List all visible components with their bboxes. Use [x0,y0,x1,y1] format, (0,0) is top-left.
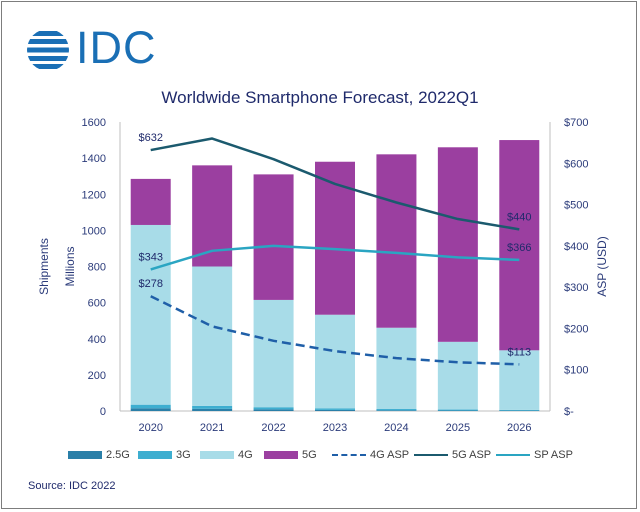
x-tick-label: 2020 [138,422,162,434]
y-left-axis-subtitle: Millions [63,246,77,286]
data-label: $278 [138,278,162,290]
legend-item-4g-asp: 4G ASP [332,447,409,463]
y-left-tick-label: 0 [100,406,106,418]
bar-3g-2026 [499,409,540,411]
bar-3g-2020 [130,404,171,409]
bar-4g-2020 [130,224,171,405]
y-left-axis-title: Shipments [37,238,51,295]
legend-label: 3G [176,449,191,461]
bar-5g-2025 [437,147,478,342]
idc-logo: IDC [26,22,166,76]
legend-label: 4G [238,449,253,461]
bar-5g-2022 [253,174,294,300]
legend-item-sp-asp: SP ASP [496,447,573,463]
data-label: $632 [138,132,162,144]
y-left-tick-label: 400 [88,334,106,346]
y-right-axis-title: ASP (USD) [595,236,609,296]
bar-4g-2025 [437,341,478,410]
bar-4g-2021 [192,266,233,406]
legend-label: 2.5G [106,449,130,461]
x-tick-label: 2026 [507,422,531,434]
bar-4g-2026 [499,350,540,410]
data-label: $366 [507,242,531,254]
legend-swatch [332,454,366,456]
bar-4g-2022 [253,299,294,408]
bar-2-5g-2024 [376,410,417,411]
legend-label: SP ASP [534,449,573,461]
legend-label: 5G [302,449,317,461]
bar-3g-2024 [376,409,417,411]
y-left-tick-label: 600 [88,298,106,310]
y-left-tick-label: 1000 [82,225,106,237]
y-right-tick-label: $- [564,406,574,418]
legend-swatch [496,454,530,456]
data-label: $440 [507,211,531,223]
legend-item-4g: 4G [200,447,253,463]
bar-2-5g-2021 [192,408,233,411]
y-right-tick-label: $500 [564,200,588,212]
bar-2-5g-2020 [130,408,171,411]
y-left-tick-label: 200 [88,370,106,382]
x-tick-label: 2021 [200,422,224,434]
y-right-tick-label: $400 [564,241,588,253]
y-left-tick-label: 1600 [82,117,106,129]
bar-3g-2022 [253,407,294,410]
y-left-tick-label: 1200 [82,189,106,201]
legend-swatch [200,451,234,459]
bar-5g-2024 [376,154,417,328]
logo-text: IDC [76,22,157,73]
bar-5g-2020 [130,178,171,225]
x-tick-label: 2025 [446,422,470,434]
legend-swatch [68,451,102,459]
line-5g-asp [150,137,520,231]
legend-swatch [138,451,172,459]
bar-3g-2021 [192,405,233,409]
y-right-tick-label: $600 [564,158,588,170]
legend-swatch [414,454,448,456]
legend-item-5g-asp: 5G ASP [414,447,491,463]
x-tick-label: 2022 [261,422,285,434]
legend-item-3g: 3G [138,447,191,463]
data-label: $113 [507,346,531,358]
bar-4g-2023 [315,314,355,409]
y-left-tick-label: 1400 [82,153,106,165]
source-note: Source: IDC 2022 [28,480,116,492]
bar-4g-2024 [376,327,417,410]
bar-2-5g-2022 [253,409,294,411]
y-right-tick-label: $300 [564,282,588,294]
chart-title: Worldwide Smartphone Forecast, 2022Q1 [161,88,479,107]
y-right-tick-label: $700 [564,117,588,129]
globe-icon [27,31,69,69]
legend-item-5g: 5G [264,447,317,463]
x-tick-label: 2023 [323,422,347,434]
bar-3g-2023 [315,408,355,410]
legend-swatch [264,451,298,459]
bar-2-5g-2023 [315,409,355,411]
line-sp-asp [150,244,520,271]
bar-3g-2025 [437,409,478,411]
y-right-tick-label: $100 [564,365,588,377]
bar-2-5g-2025 [437,410,478,411]
data-label: $343 [138,251,162,263]
x-tick-label: 2024 [384,422,408,434]
y-right-tick-label: $200 [564,323,588,335]
legend: 2.5G 3G 4G 5G 4G ASP 5G ASP SP ASP [68,447,608,463]
y-left-tick-label: 800 [88,262,106,274]
bar-5g-2026 [499,140,540,351]
legend-item-2-5g: 2.5G [68,447,130,463]
legend-label: 5G ASP [452,449,492,461]
legend-label: 4G ASP [370,449,410,461]
